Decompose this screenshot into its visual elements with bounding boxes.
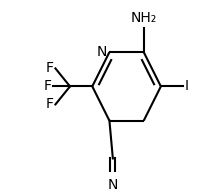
Text: F: F	[46, 97, 54, 111]
Text: F: F	[43, 79, 51, 94]
Text: N: N	[96, 45, 107, 59]
Text: F: F	[46, 61, 54, 75]
Text: N: N	[108, 178, 118, 192]
Text: NH₂: NH₂	[131, 11, 157, 25]
Text: I: I	[185, 79, 189, 94]
